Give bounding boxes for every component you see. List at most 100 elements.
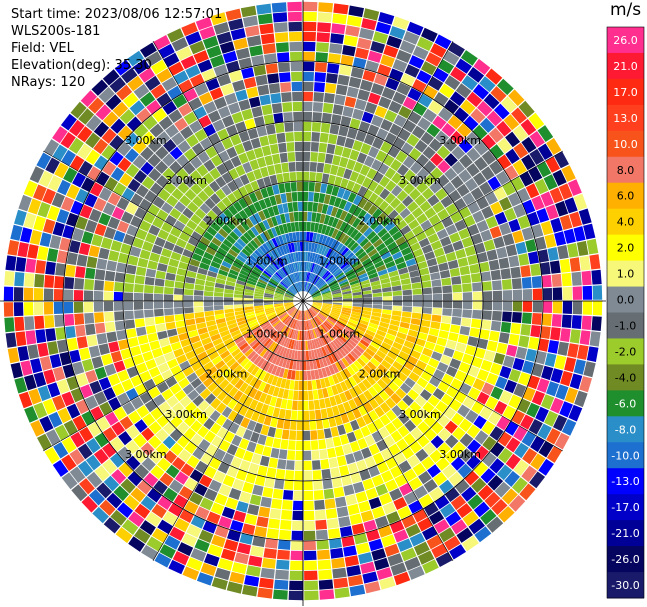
velocity-gate: [272, 386, 280, 397]
velocity-gate: [236, 238, 247, 248]
velocity-gate: [199, 26, 216, 40]
velocity-gate: [37, 202, 51, 218]
velocity-gate: [367, 344, 378, 354]
velocity-gate: [193, 295, 204, 301]
velocity-gate: [127, 75, 144, 92]
velocity-gate: [407, 264, 418, 273]
colorbar-segment: [607, 494, 644, 521]
velocity-gate: [194, 483, 208, 497]
velocity-gate: [180, 463, 195, 477]
velocity-gate: [23, 287, 34, 301]
velocity-gate: [528, 337, 540, 350]
velocity-gate: [531, 363, 544, 377]
velocity-gate: [492, 310, 502, 321]
velocity-gate: [123, 494, 140, 511]
velocity-gate: [194, 82, 209, 97]
velocity-gate: [283, 301, 294, 303]
velocity-gate: [273, 112, 284, 124]
velocity-gate: [254, 368, 263, 379]
velocity-gate: [146, 100, 162, 115]
velocity-gate: [529, 148, 545, 165]
velocity-gate: [280, 256, 287, 266]
velocity-gate: [312, 304, 322, 308]
velocity-gate: [267, 363, 275, 374]
velocity-gate: [338, 278, 348, 285]
velocity-gate: [303, 21, 317, 32]
velocity-gate: [349, 171, 360, 182]
velocity-gate: [221, 333, 232, 342]
velocity-gate: [418, 93, 433, 108]
velocity-gate: [347, 192, 357, 203]
velocity-gate: [287, 317, 293, 327]
velocity-gate: [304, 570, 318, 581]
velocity-gate: [144, 309, 154, 318]
velocity-gate: [337, 319, 347, 326]
velocity-gate: [384, 355, 395, 365]
velocity-gate: [473, 461, 489, 477]
velocity-gate: [502, 290, 513, 301]
velocity-gate: [297, 320, 300, 330]
velocity-gate: [322, 302, 333, 304]
velocity-gate: [121, 519, 139, 535]
velocity-gate: [207, 324, 218, 332]
velocity-gate: [303, 350, 307, 361]
azimuth-line: [302, 300, 454, 561]
velocity-gate: [113, 182, 127, 196]
colorbar-tick-label: -2.0: [615, 345, 636, 358]
velocity-gate: [320, 269, 328, 278]
velocity-gate: [490, 362, 502, 376]
velocity-gate: [255, 330, 265, 339]
velocity-gate: [329, 313, 339, 319]
velocity-gate: [264, 295, 274, 298]
velocity-gate: [579, 376, 592, 393]
velocity-gate: [452, 441, 466, 456]
velocity-gate: [228, 204, 238, 216]
velocity-gate: [318, 142, 328, 153]
velocity-gate: [312, 294, 322, 298]
velocity-gate: [280, 268, 287, 277]
velocity-gate: [496, 342, 508, 355]
velocity-gate: [361, 336, 372, 344]
velocity-gate: [404, 419, 417, 432]
velocity-gate: [362, 307, 372, 312]
velocity-gate: [303, 231, 307, 242]
velocity-gate: [222, 452, 234, 465]
velocity-gate: [289, 570, 303, 581]
velocity-gate: [311, 349, 316, 360]
velocity-gate: [374, 73, 388, 86]
colorbar-tick-label: 17.0: [613, 86, 638, 99]
velocity-gate: [441, 277, 452, 286]
velocity-gate: [198, 115, 212, 128]
velocity-gate: [233, 301, 244, 305]
velocity-gate: [163, 487, 178, 502]
velocity-gate: [586, 346, 599, 362]
velocity-gate: [305, 272, 308, 282]
velocity-gate: [346, 365, 356, 376]
velocity-gate: [270, 93, 282, 104]
colorbar-tick-label: 13.0: [613, 112, 638, 125]
velocity-gate: [177, 213, 190, 225]
velocity-gate: [169, 174, 183, 188]
velocity-gate: [368, 410, 379, 422]
velocity-gate: [333, 3, 349, 15]
velocity-gate: [174, 518, 190, 532]
velocity-gate: [99, 401, 113, 416]
velocity-gate: [117, 157, 132, 172]
velocity-gate: [288, 288, 296, 295]
velocity-gate: [197, 59, 213, 73]
velocity-gate: [531, 313, 542, 325]
velocity-gate: [538, 458, 554, 476]
velocity-gate: [232, 79, 246, 92]
velocity-gate: [279, 282, 288, 290]
velocity-gate: [93, 138, 109, 155]
velocity-gate: [334, 270, 343, 278]
velocity-gate: [410, 175, 423, 188]
velocity-gate: [286, 460, 295, 470]
velocity-gate: [178, 103, 193, 117]
velocity-gate: [265, 253, 274, 263]
velocity-gate: [162, 100, 177, 115]
velocity-gate: [176, 421, 190, 435]
velocity-gate: [530, 436, 545, 453]
velocity-gate: [529, 471, 546, 489]
velocity-gate: [365, 487, 378, 500]
